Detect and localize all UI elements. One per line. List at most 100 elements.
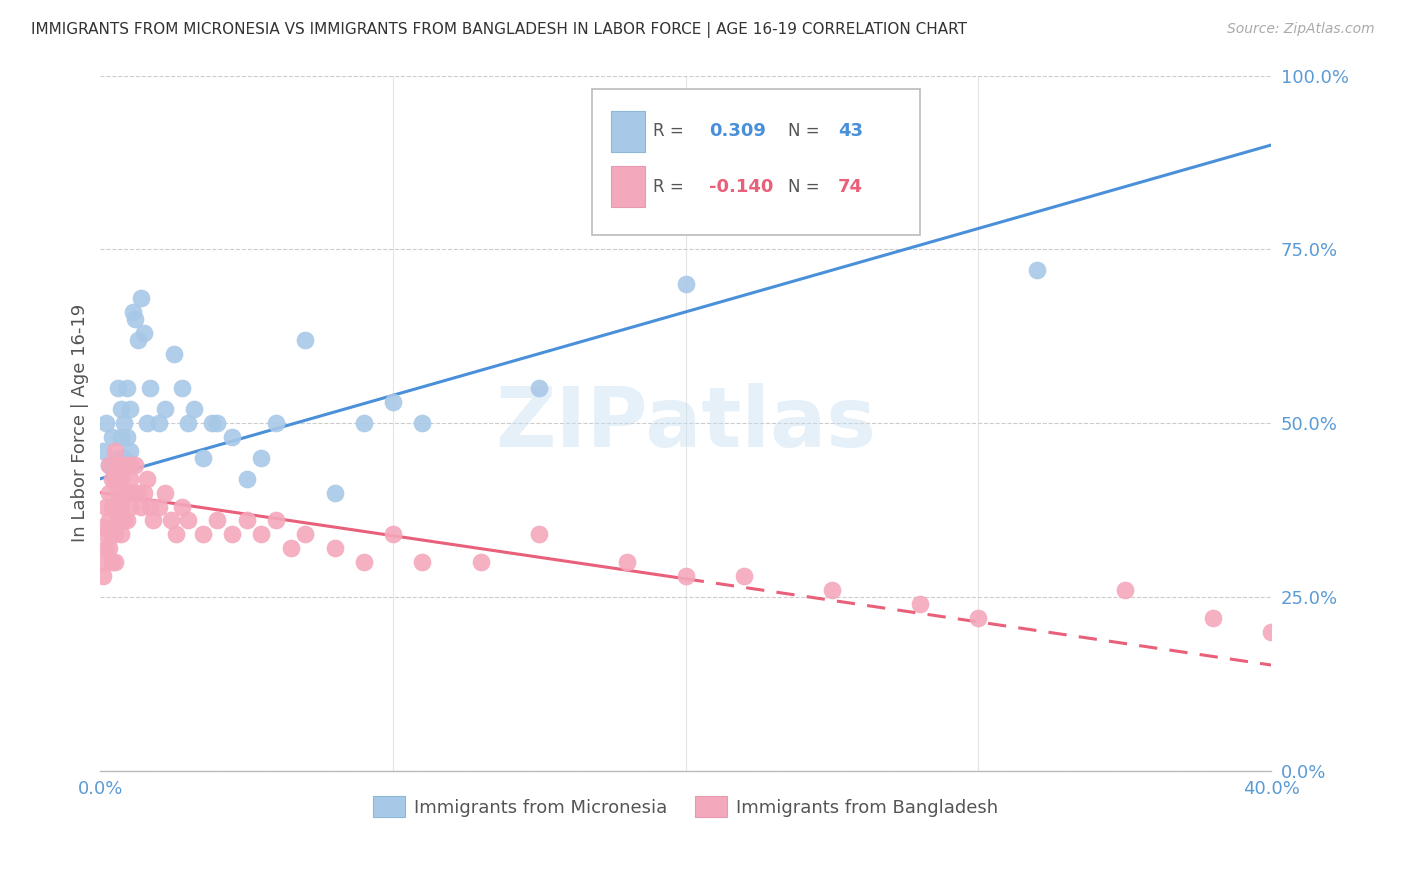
Point bbox=[183, 402, 205, 417]
Point bbox=[107, 458, 129, 472]
Point bbox=[98, 513, 121, 527]
Point bbox=[294, 527, 316, 541]
Point bbox=[264, 416, 287, 430]
Point bbox=[139, 500, 162, 514]
Point bbox=[107, 485, 129, 500]
Point bbox=[131, 291, 153, 305]
Point bbox=[118, 444, 141, 458]
Point bbox=[98, 485, 121, 500]
Point bbox=[115, 513, 138, 527]
Text: 74: 74 bbox=[838, 178, 863, 195]
Point bbox=[121, 485, 143, 500]
Point bbox=[172, 500, 194, 514]
Point bbox=[177, 416, 200, 430]
FancyBboxPatch shape bbox=[592, 89, 920, 235]
Point bbox=[110, 527, 132, 541]
Point bbox=[529, 381, 551, 395]
Point bbox=[148, 500, 170, 514]
Y-axis label: In Labor Force | Age 16-19: In Labor Force | Age 16-19 bbox=[72, 304, 89, 542]
Point bbox=[115, 430, 138, 444]
Point bbox=[967, 611, 990, 625]
Legend: Immigrants from Micronesia, Immigrants from Bangladesh: Immigrants from Micronesia, Immigrants f… bbox=[366, 789, 1005, 824]
Point bbox=[148, 416, 170, 430]
Point bbox=[136, 416, 159, 430]
Point bbox=[1026, 263, 1049, 277]
Point bbox=[221, 527, 243, 541]
Point bbox=[104, 444, 127, 458]
Point bbox=[118, 458, 141, 472]
Point bbox=[165, 527, 187, 541]
Point bbox=[101, 500, 124, 514]
Point bbox=[107, 513, 129, 527]
FancyBboxPatch shape bbox=[610, 166, 645, 207]
Point bbox=[353, 416, 375, 430]
Point bbox=[250, 450, 273, 465]
Point bbox=[91, 555, 114, 569]
Point bbox=[112, 450, 135, 465]
Point bbox=[411, 555, 433, 569]
Point bbox=[112, 416, 135, 430]
Point bbox=[115, 485, 138, 500]
Text: R =: R = bbox=[652, 122, 689, 140]
Point bbox=[1114, 582, 1136, 597]
Point bbox=[104, 472, 127, 486]
Point bbox=[112, 458, 135, 472]
Point bbox=[294, 333, 316, 347]
Point bbox=[821, 582, 844, 597]
Text: Source: ZipAtlas.com: Source: ZipAtlas.com bbox=[1227, 22, 1375, 37]
Point bbox=[115, 458, 138, 472]
Point bbox=[91, 520, 114, 534]
Text: IMMIGRANTS FROM MICRONESIA VS IMMIGRANTS FROM BANGLADESH IN LABOR FORCE | AGE 16: IMMIGRANTS FROM MICRONESIA VS IMMIGRANTS… bbox=[31, 22, 967, 38]
Point bbox=[127, 333, 149, 347]
Point bbox=[96, 541, 118, 556]
Point bbox=[118, 472, 141, 486]
Text: N =: N = bbox=[787, 178, 824, 195]
Point bbox=[96, 416, 118, 430]
Point bbox=[411, 416, 433, 430]
Point bbox=[107, 381, 129, 395]
Point bbox=[675, 569, 697, 583]
Point bbox=[139, 381, 162, 395]
Point bbox=[250, 527, 273, 541]
Point bbox=[131, 500, 153, 514]
Point bbox=[529, 527, 551, 541]
Point bbox=[1201, 611, 1223, 625]
Point bbox=[104, 500, 127, 514]
Point bbox=[127, 485, 149, 500]
Point bbox=[110, 402, 132, 417]
Point bbox=[104, 527, 127, 541]
Point bbox=[280, 541, 302, 556]
Point bbox=[101, 555, 124, 569]
Point bbox=[91, 569, 114, 583]
Point bbox=[118, 402, 141, 417]
Point bbox=[470, 555, 492, 569]
Point bbox=[98, 458, 121, 472]
Point bbox=[142, 513, 165, 527]
Point bbox=[124, 458, 146, 472]
Point bbox=[110, 472, 132, 486]
Point bbox=[733, 569, 755, 583]
Point bbox=[207, 416, 229, 430]
Text: 0.309: 0.309 bbox=[709, 122, 766, 140]
Point bbox=[616, 555, 638, 569]
Point bbox=[675, 277, 697, 291]
Point bbox=[101, 527, 124, 541]
Point bbox=[104, 472, 127, 486]
Point bbox=[107, 450, 129, 465]
Point bbox=[1260, 624, 1282, 639]
Point bbox=[124, 311, 146, 326]
Point bbox=[98, 541, 121, 556]
Point bbox=[115, 381, 138, 395]
Point bbox=[136, 472, 159, 486]
Point bbox=[323, 541, 346, 556]
Point bbox=[207, 513, 229, 527]
Point bbox=[191, 527, 214, 541]
Point bbox=[235, 513, 257, 527]
Point bbox=[200, 416, 222, 430]
Point bbox=[221, 430, 243, 444]
Point bbox=[96, 500, 118, 514]
Text: R =: R = bbox=[652, 178, 689, 195]
Point bbox=[104, 555, 127, 569]
Text: -0.140: -0.140 bbox=[709, 178, 773, 195]
Point bbox=[353, 555, 375, 569]
